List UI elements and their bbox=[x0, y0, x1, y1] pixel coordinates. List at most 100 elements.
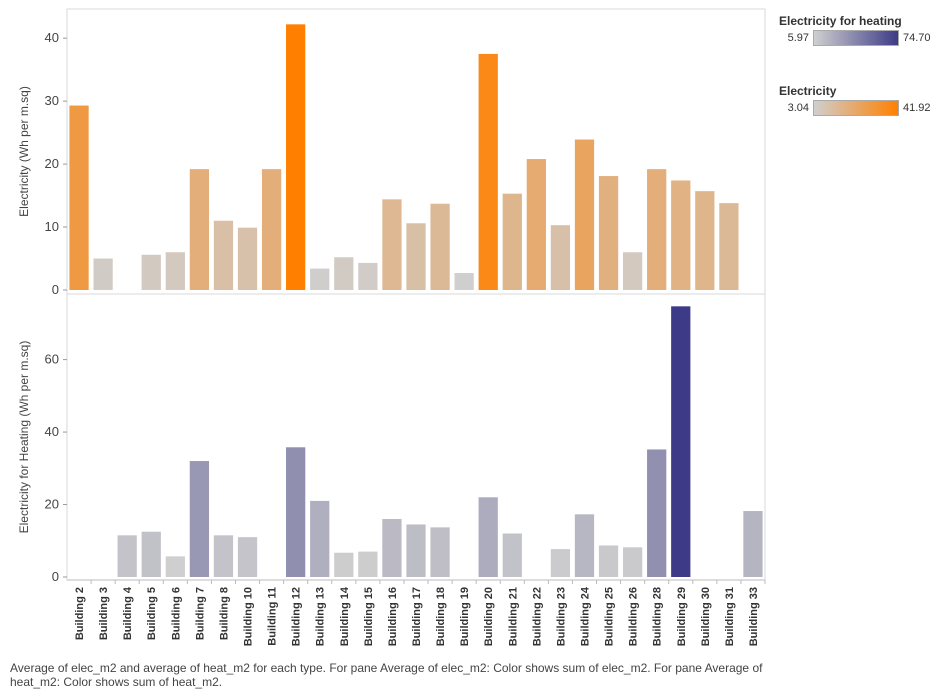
x-tick-label: Building 5 bbox=[146, 587, 158, 640]
chart-caption: Average of elec_m2 and average of heat_m… bbox=[10, 661, 763, 689]
x-tick-label: Building 2 bbox=[74, 587, 86, 640]
bar-heating bbox=[743, 511, 763, 577]
x-tick-label: Building 21 bbox=[507, 587, 519, 646]
legend-electricity-max: 41.92 bbox=[903, 102, 931, 114]
x-tick-label: Building 24 bbox=[579, 586, 591, 646]
x-tick-label: Building 4 bbox=[122, 586, 134, 640]
x-tick-label: Building 3 bbox=[98, 587, 110, 640]
x-tick-label: Building 18 bbox=[435, 587, 447, 646]
x-tick-label: Building 30 bbox=[700, 587, 712, 646]
y-tick-label: 0 bbox=[52, 282, 59, 297]
x-tick-label: Building 17 bbox=[411, 587, 423, 646]
x-tick-label: Building 26 bbox=[628, 587, 640, 646]
y-tick-label: 10 bbox=[45, 219, 59, 234]
bar-heating bbox=[141, 531, 161, 577]
legend-heating: Electricity for heating 5.97 74.70 bbox=[779, 14, 939, 48]
x-tick-label: Building 33 bbox=[748, 587, 760, 646]
bar-electricity bbox=[598, 176, 619, 290]
bar-electricity bbox=[382, 199, 402, 290]
bar-heating bbox=[430, 527, 450, 577]
bar-electricity bbox=[622, 252, 643, 290]
x-tick-label: Building 7 bbox=[194, 587, 206, 640]
y-axis-label: Electricity (Wh per m.sq) bbox=[17, 86, 31, 217]
bar-electricity bbox=[165, 252, 185, 290]
bar-heating bbox=[574, 514, 595, 577]
bar-heating bbox=[598, 545, 619, 577]
x-tick-label: Building 13 bbox=[315, 587, 327, 646]
x-tick-label: Building 28 bbox=[652, 587, 664, 646]
legend-electricity-title: Electricity bbox=[779, 84, 837, 98]
bar-electricity bbox=[93, 258, 113, 290]
bar-heating bbox=[310, 500, 330, 577]
bar-heating bbox=[213, 535, 234, 577]
x-axis: Building 2 Building 3 Building 4 Building 5… bbox=[67, 579, 766, 646]
legend-electricity: Electricity 3.04 41.92 bbox=[779, 84, 939, 118]
bar-electricity bbox=[358, 262, 378, 290]
x-tick-label: Building 10 bbox=[243, 587, 255, 646]
bar-electricity bbox=[695, 191, 715, 290]
bar-electricity bbox=[502, 193, 522, 290]
x-tick-label: Building 11 bbox=[267, 587, 279, 646]
x-tick-label: Building 31 bbox=[724, 587, 736, 646]
x-tick-label: Building 8 bbox=[218, 587, 230, 640]
bar-electricity bbox=[478, 53, 498, 290]
bar-electricity bbox=[141, 254, 161, 290]
legend-heating-max: 74.70 bbox=[903, 32, 931, 44]
x-tick-label: Building 19 bbox=[459, 587, 471, 646]
bar-heating bbox=[406, 524, 426, 577]
bar-electricity bbox=[719, 203, 739, 290]
bar-heating bbox=[647, 449, 667, 577]
chart: 0 10 20 30 40 Electricity (Wh per m.sq) 0 20 40… bbox=[17, 8, 766, 646]
bar-electricity bbox=[213, 220, 234, 290]
x-tick-label: Building 22 bbox=[531, 587, 543, 646]
bar-heating bbox=[478, 497, 498, 577]
bar-electricity bbox=[334, 257, 354, 290]
x-tick-label: Building 14 bbox=[339, 586, 351, 646]
y-tick-label: 20 bbox=[45, 156, 59, 171]
bar-heating bbox=[117, 535, 137, 577]
y-tick-label: 40 bbox=[45, 424, 59, 439]
x-tick-label: Building 25 bbox=[604, 587, 616, 646]
bar-electricity bbox=[526, 159, 546, 290]
bar-heating bbox=[286, 447, 306, 577]
bar-heating bbox=[550, 549, 571, 577]
bar-electricity bbox=[550, 225, 571, 290]
bar-electricity bbox=[261, 169, 282, 290]
x-tick-label: Building 16 bbox=[387, 587, 399, 646]
bar-heating bbox=[165, 556, 185, 577]
legend-heating-gradient bbox=[813, 30, 899, 46]
bar-electricity bbox=[286, 24, 306, 290]
x-tick-label: Building 29 bbox=[676, 587, 688, 646]
legend-heating-min: 5.97 bbox=[787, 32, 809, 44]
bar-heating bbox=[622, 547, 643, 577]
bar-heating bbox=[671, 306, 691, 577]
y-tick-label: 30 bbox=[45, 93, 59, 108]
bar-heating bbox=[382, 519, 402, 577]
bar-heating bbox=[189, 461, 210, 577]
bar-electricity bbox=[310, 268, 330, 290]
x-tick-label: Building 6 bbox=[170, 587, 182, 640]
legend-heating-title: Electricity for heating bbox=[779, 14, 902, 28]
bar-electricity bbox=[69, 105, 89, 290]
bar-electricity bbox=[237, 227, 258, 290]
x-tick-label: Building 20 bbox=[483, 587, 495, 646]
bar-heating bbox=[334, 552, 354, 577]
x-tick-label: Building 23 bbox=[555, 587, 567, 646]
bar-heating bbox=[502, 533, 522, 577]
y-axis-label: Electricity for Heating (Wh per m.sq) bbox=[17, 341, 31, 534]
heating-pane: 0 20 40 60 Electricity for Heating (Wh per m… bbox=[17, 293, 766, 584]
bar-electricity bbox=[430, 203, 450, 290]
legend-electricity-min: 3.04 bbox=[787, 102, 809, 114]
bar-heating bbox=[237, 537, 258, 577]
x-tick-label: Building 12 bbox=[291, 587, 303, 646]
y-tick-label: 20 bbox=[45, 497, 59, 512]
y-tick-label: 40 bbox=[45, 30, 59, 45]
bar-electricity bbox=[647, 169, 667, 290]
electricity-pane: 0 10 20 30 40 Electricity (Wh per m.sq) bbox=[17, 8, 766, 297]
bar-electricity bbox=[671, 180, 691, 290]
x-tick-label: Building 15 bbox=[363, 587, 375, 646]
bar-electricity bbox=[454, 273, 474, 290]
bar-electricity bbox=[574, 139, 595, 290]
bar-heating bbox=[358, 551, 378, 577]
legend-electricity-gradient bbox=[813, 100, 899, 116]
